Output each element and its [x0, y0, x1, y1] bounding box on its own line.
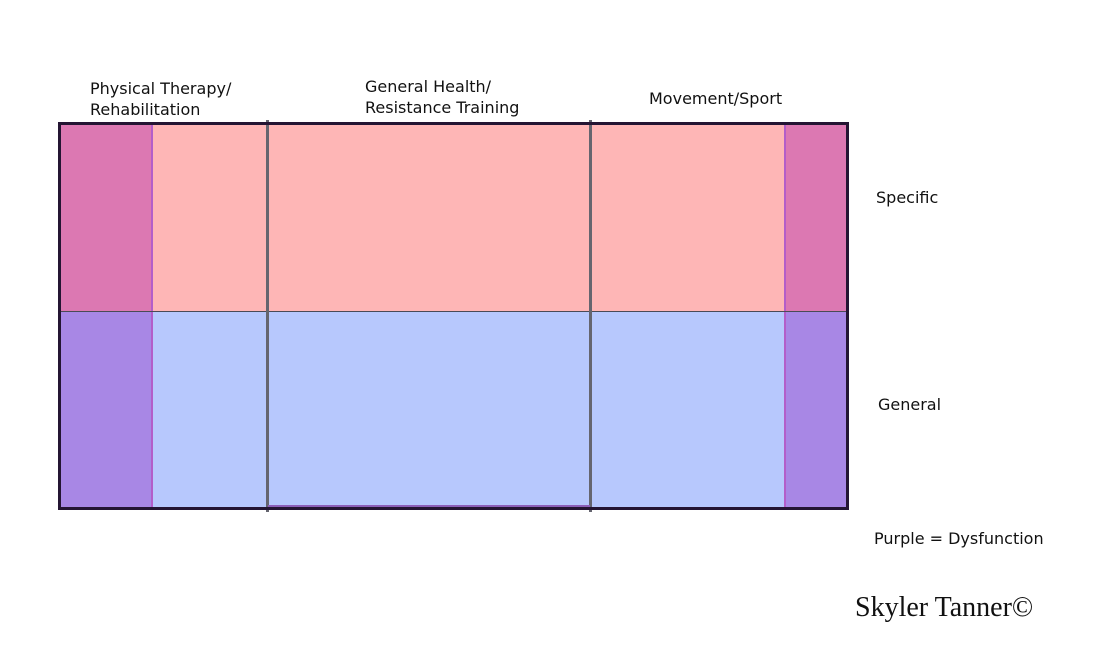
dysfunction-left-edge: [151, 124, 153, 509]
column-label-physical-therapy-line1: Physical Therapy/: [90, 79, 232, 98]
column-label-physical-therapy: Physical Therapy/ Rehabilitation: [90, 78, 231, 120]
diagram-frame: [58, 122, 849, 510]
column-label-movement-sport-line1: Movement/Sport: [649, 89, 783, 108]
column-label-general-health: General Health/ Resistance Training: [365, 76, 519, 118]
specific-row-region: [60, 124, 848, 312]
center-bottom-bar: [268, 505, 590, 508]
general-row-region: [60, 312, 848, 509]
legend-dysfunction: Purple = Dysfunction: [874, 529, 1044, 548]
signature: Skyler Tanner©: [855, 592, 1034, 623]
dysfunction-left-specific-region: [60, 124, 152, 312]
column-divider-left: [266, 120, 269, 512]
dysfunction-right-general-region: [785, 312, 848, 509]
dysfunction-right-edge: [784, 124, 786, 509]
row-label-general: General: [878, 395, 942, 414]
column-label-general-health-line1: General Health/: [365, 77, 492, 96]
dysfunction-left-general-region: [60, 312, 152, 509]
column-label-general-health-line2: Resistance Training: [365, 98, 520, 117]
row-label-specific: Specific: [876, 188, 939, 207]
column-label-movement-sport: Movement/Sport: [649, 88, 782, 109]
row-divider: [60, 311, 848, 312]
column-label-physical-therapy-line2: Rehabilitation: [90, 100, 201, 119]
column-divider-right: [589, 120, 592, 512]
dysfunction-right-specific-region: [785, 124, 848, 312]
